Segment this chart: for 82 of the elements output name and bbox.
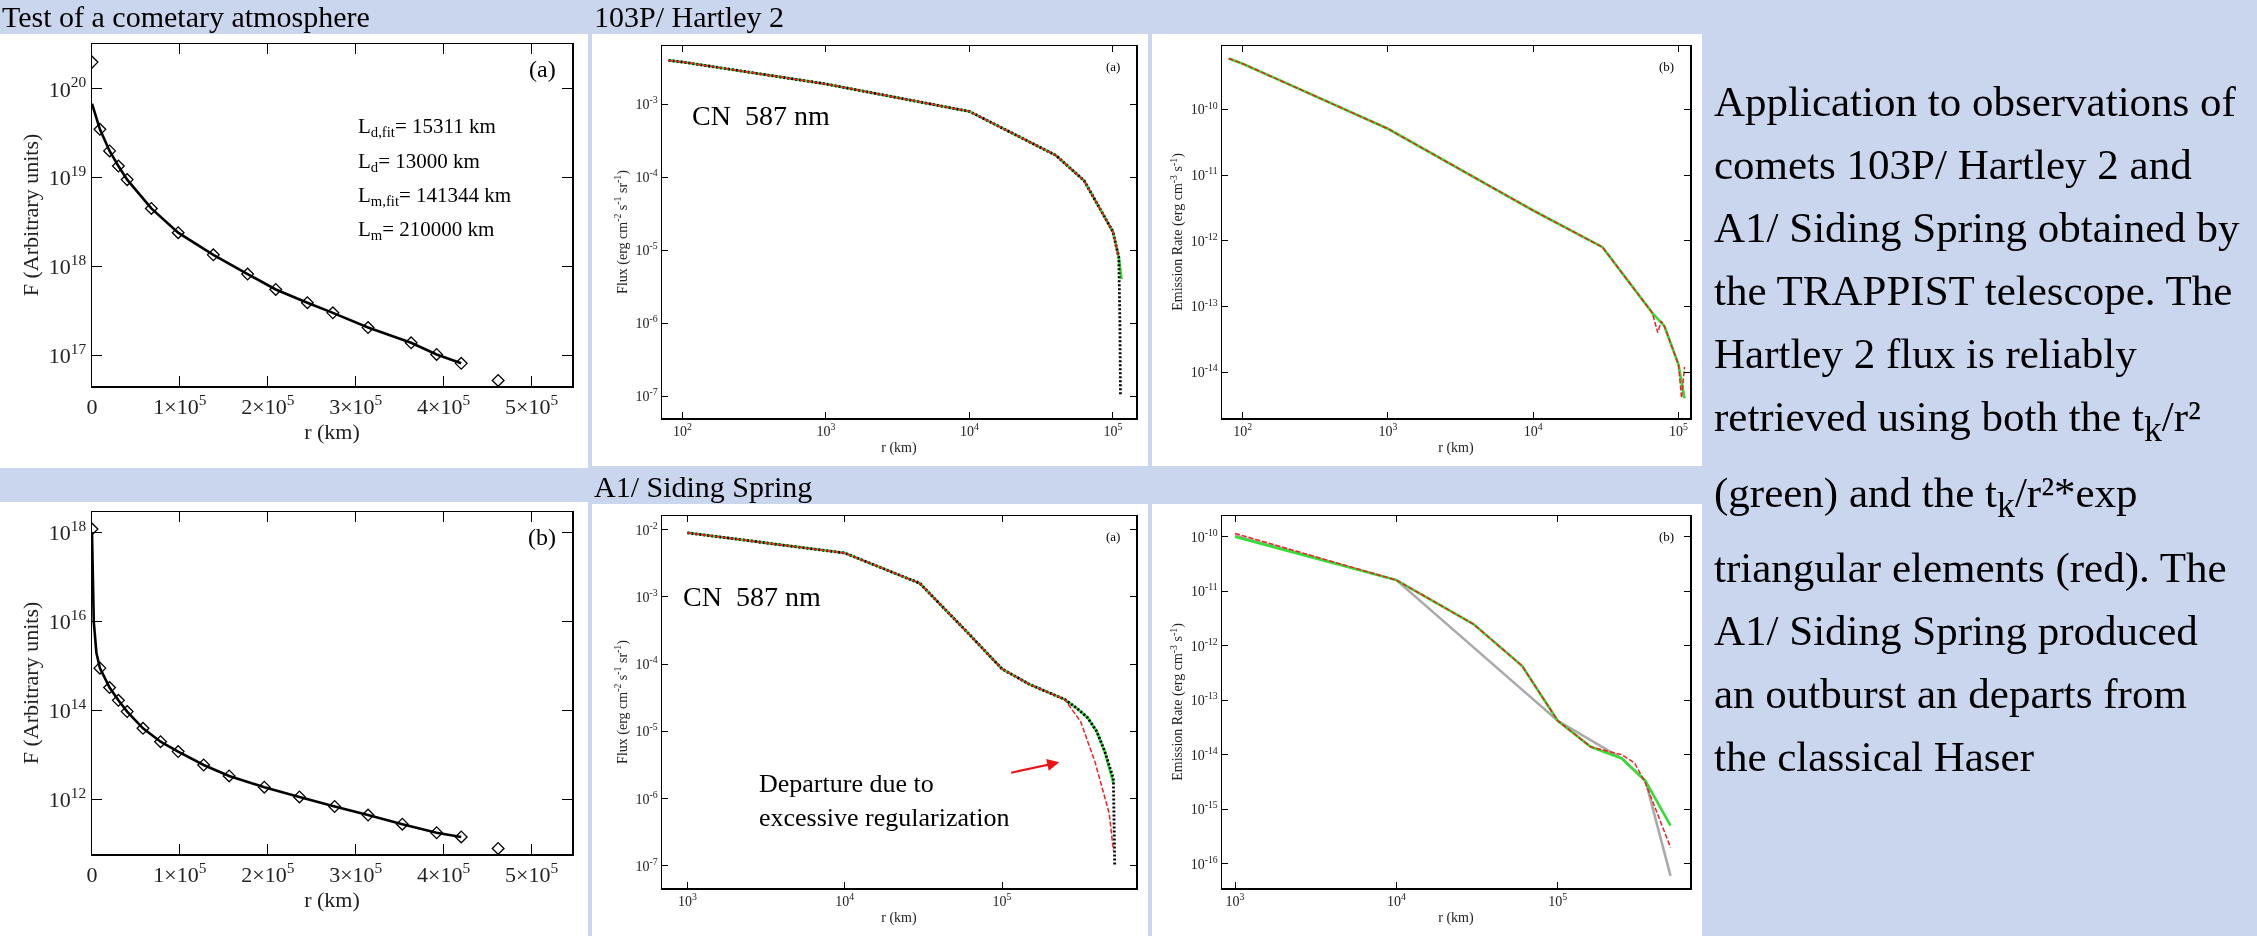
annotation: (b) — [528, 524, 556, 550]
annotation: (a) — [1106, 59, 1121, 74]
x-axis-title: r (km) — [304, 886, 360, 912]
y-tick-label: 10$^{-12}$ — [1190, 635, 1218, 654]
y-tick-label: 10$^{17}$ — [48, 339, 87, 368]
x-tick-label: 10$^{5}$ — [1548, 891, 1568, 910]
x-axis-title: r (km) — [1438, 440, 1475, 457]
y-tick-label: 10$^{18}$ — [48, 517, 87, 546]
y-tick-label: 10$^{-6}$ — [635, 313, 658, 332]
y-tick-label: 10$^{-12}$ — [1190, 230, 1218, 249]
y-tick-label: 10$^{-7}$ — [635, 855, 658, 874]
x-tick-label: 10$^{2}$ — [673, 421, 693, 440]
annotation: L$_{m,fit}$= 141344 km — [358, 183, 512, 210]
y-tick-label: 10$^{-4}$ — [635, 654, 658, 673]
y-tick-label: 10$^{-11}$ — [1191, 581, 1218, 600]
y-tick-label: 10$^{-4}$ — [635, 167, 658, 186]
x-tick-label: 10$^{3}$ — [816, 421, 836, 440]
y-tick-label: 10$^{14}$ — [48, 695, 87, 724]
y-tick-label: 10$^{12}$ — [48, 784, 87, 813]
annotation: (a) — [529, 56, 556, 82]
y-tick-label: 10$^{-3}$ — [635, 586, 658, 605]
y-tick-label: 10$^{-15}$ — [1190, 799, 1218, 818]
y-tick-label: 10$^{-13}$ — [1190, 690, 1218, 709]
y-tick-label: 10$^{-6}$ — [635, 788, 658, 807]
x-axis-title: r (km) — [881, 910, 918, 927]
y-tick-label: 10$^{-2}$ — [635, 519, 658, 538]
annotation: (b) — [1659, 529, 1675, 544]
y-tick-label: 10$^{16}$ — [48, 606, 87, 635]
y-axis-title: F (Arbitrary units) — [17, 133, 43, 297]
annotation: (a) — [1106, 529, 1121, 544]
annotation: L$_{d,fit}$= 15311 km — [358, 114, 496, 141]
y-tick-label: 10$^{-13}$ — [1190, 296, 1218, 315]
x-tick-label: 3×10$^{5}$ — [329, 390, 383, 419]
chart-title: 103P/ Hartley 2 — [593, 0, 785, 34]
annotation: (b) — [1659, 59, 1675, 74]
x-tick-label: 2×10$^{5}$ — [241, 390, 295, 419]
y-tick-label: 10$^{-14}$ — [1190, 362, 1218, 381]
x-tick-label: 10$^{5}$ — [1669, 421, 1689, 440]
y-tick-label: 10$^{-10}$ — [1190, 526, 1218, 545]
x-axis-title: r (km) — [881, 440, 918, 457]
x-axis-title: r (km) — [304, 418, 360, 444]
x-tick-label: 10$^{4}$ — [1523, 421, 1543, 440]
y-tick-label: 10$^{18}$ — [48, 250, 87, 280]
chart-title: Test of a cometary atmosphere — [1, 0, 371, 34]
y-tick-label: 10$^{-5}$ — [635, 240, 658, 259]
y-tick-label: 10$^{-11}$ — [1191, 165, 1218, 184]
x-tick-label: 10$^{5}$ — [1103, 421, 1123, 440]
text: Application to observations of comets 103P/ Hartley 2 and A1/ Siding Spring obtained by the TRAPPIST telescope. The Hartley 2 flux is reliably retrieved using both the t$_{k}$/r² (green) and the t$_{k}$/r²*exp triangular elements (red). The A1/ Siding Spring produced an outburst an departs from the classical Haser — [1714, 78, 2240, 781]
x-tick-label: 0 — [86, 861, 98, 887]
x-tick-label: 10$^{3}$ — [677, 891, 697, 910]
x-tick-label: 10$^{4}$ — [835, 891, 855, 910]
y-tick-label: 10$^{19}$ — [48, 162, 87, 191]
x-axis-title: r (km) — [1438, 910, 1475, 927]
x-tick-label: 1×10$^{5}$ — [153, 858, 207, 887]
y-tick-label: 10$^{-7}$ — [635, 386, 658, 404]
annotation: Departure due to excessive regularization — [759, 769, 1010, 832]
x-tick-label: 3×10$^{5}$ — [329, 858, 383, 887]
x-tick-label: 1×10$^{5}$ — [153, 390, 207, 419]
x-tick-label: 5×10$^{5}$ — [505, 858, 559, 887]
x-tick-label: 10$^{3}$ — [1378, 421, 1398, 440]
x-tick-label: 4×10$^{5}$ — [417, 390, 471, 419]
x-tick-label: 4×10$^{5}$ — [417, 858, 471, 887]
y-tick-label: 10$^{-3}$ — [635, 94, 658, 113]
x-tick-label: 10$^{4}$ — [959, 421, 979, 440]
x-tick-label: 10$^{2}$ — [1233, 421, 1253, 440]
y-axis-title: F (Arbitrary units) — [17, 601, 43, 765]
annotation: L$_{m}$= 210000 km — [358, 217, 495, 244]
x-tick-label: 10$^{5}$ — [992, 891, 1012, 910]
x-tick-label: 0 — [86, 393, 98, 419]
y-tick-label: 10$^{-10}$ — [1190, 99, 1218, 118]
annotation: CN 587 nm — [683, 581, 821, 612]
y-tick-label: 10$^{-5}$ — [635, 721, 658, 740]
x-tick-label: 5×10$^{5}$ — [505, 390, 559, 419]
x-tick-label: 10$^{3}$ — [1225, 891, 1245, 910]
y-tick-label: 10$^{-16}$ — [1190, 853, 1218, 872]
y-tick-label: 10$^{-14}$ — [1190, 744, 1218, 763]
x-tick-label: 10$^{4}$ — [1386, 891, 1406, 910]
chart-title: A1/ Siding Spring — [593, 470, 814, 504]
y-tick-label: 10$^{20}$ — [48, 73, 87, 102]
annotation: L$_{d}$= 13000 km — [358, 149, 480, 176]
annotation: CN 587 nm — [692, 100, 830, 131]
x-tick-label: 2×10$^{5}$ — [241, 858, 295, 887]
